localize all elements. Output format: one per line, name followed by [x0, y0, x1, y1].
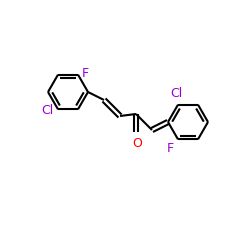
- Text: Cl: Cl: [170, 87, 182, 100]
- Text: F: F: [82, 67, 89, 80]
- Text: F: F: [167, 142, 174, 155]
- Text: Cl: Cl: [42, 104, 54, 117]
- Text: O: O: [132, 137, 142, 150]
